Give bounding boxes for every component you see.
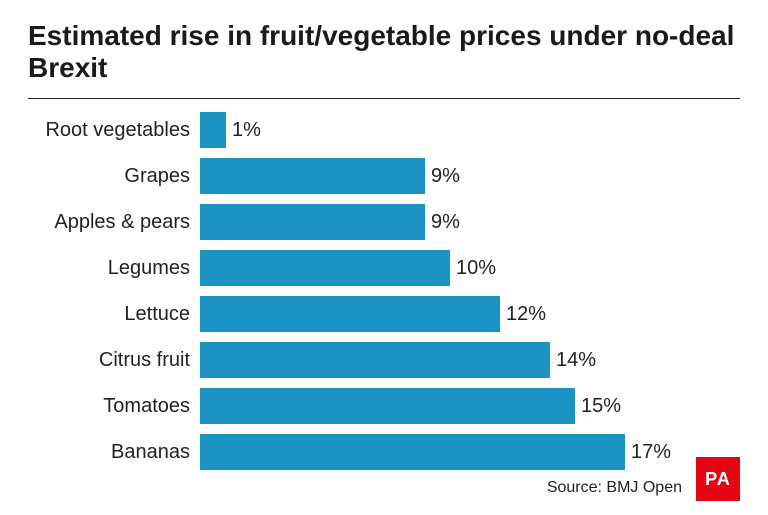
bar-row: Lettuce 12%	[28, 291, 740, 337]
bar-value: 9%	[431, 211, 460, 234]
bar-value: 12%	[506, 303, 546, 326]
bar-row: Legumes 10%	[28, 245, 740, 291]
chart-title: Estimated rise in fruit/vegetable prices…	[28, 20, 740, 84]
bar	[200, 388, 575, 424]
bar-label: Grapes	[28, 165, 200, 188]
bar-label: Apples & pears	[28, 211, 200, 234]
bar	[200, 250, 450, 286]
bar	[200, 296, 500, 332]
bar-row: Grapes 9%	[28, 153, 740, 199]
bar-row: Tomatoes 15%	[28, 383, 740, 429]
bar-label: Tomatoes	[28, 395, 200, 418]
bar-value: 14%	[556, 349, 596, 372]
bar-label: Bananas	[28, 441, 200, 464]
bar-wrap: 15%	[200, 383, 621, 429]
bar-label: Legumes	[28, 257, 200, 280]
bar-wrap: 10%	[200, 245, 496, 291]
bar-wrap: 1%	[200, 107, 261, 153]
bar-value: 15%	[581, 395, 621, 418]
source-text: Source: BMJ Open	[547, 479, 682, 501]
bar-label: Root vegetables	[28, 119, 200, 142]
chart-container: Estimated rise in fruit/vegetable prices…	[0, 0, 768, 515]
bar-label: Lettuce	[28, 303, 200, 326]
bar-row: Apples & pears 9%	[28, 199, 740, 245]
bar	[200, 112, 226, 148]
chart-footer: Source: BMJ Open PA	[547, 457, 740, 501]
bar-wrap: 9%	[200, 153, 460, 199]
bar-wrap: 14%	[200, 337, 596, 383]
bar	[200, 342, 550, 378]
bar-label: Citrus fruit	[28, 349, 200, 372]
bar	[200, 158, 425, 194]
bar-row: Citrus fruit 14%	[28, 337, 740, 383]
bar-wrap: 9%	[200, 199, 460, 245]
publisher-badge: PA	[696, 457, 740, 501]
bar-wrap: 12%	[200, 291, 546, 337]
chart-plot: Root vegetables 1% Grapes 9% Apples & pears 9…	[28, 107, 740, 475]
bar-value: 9%	[431, 165, 460, 188]
bar	[200, 204, 425, 240]
chart-divider	[28, 98, 740, 99]
bar-value: 1%	[232, 119, 261, 142]
bar-value: 10%	[456, 257, 496, 280]
bar-row: Root vegetables 1%	[28, 107, 740, 153]
